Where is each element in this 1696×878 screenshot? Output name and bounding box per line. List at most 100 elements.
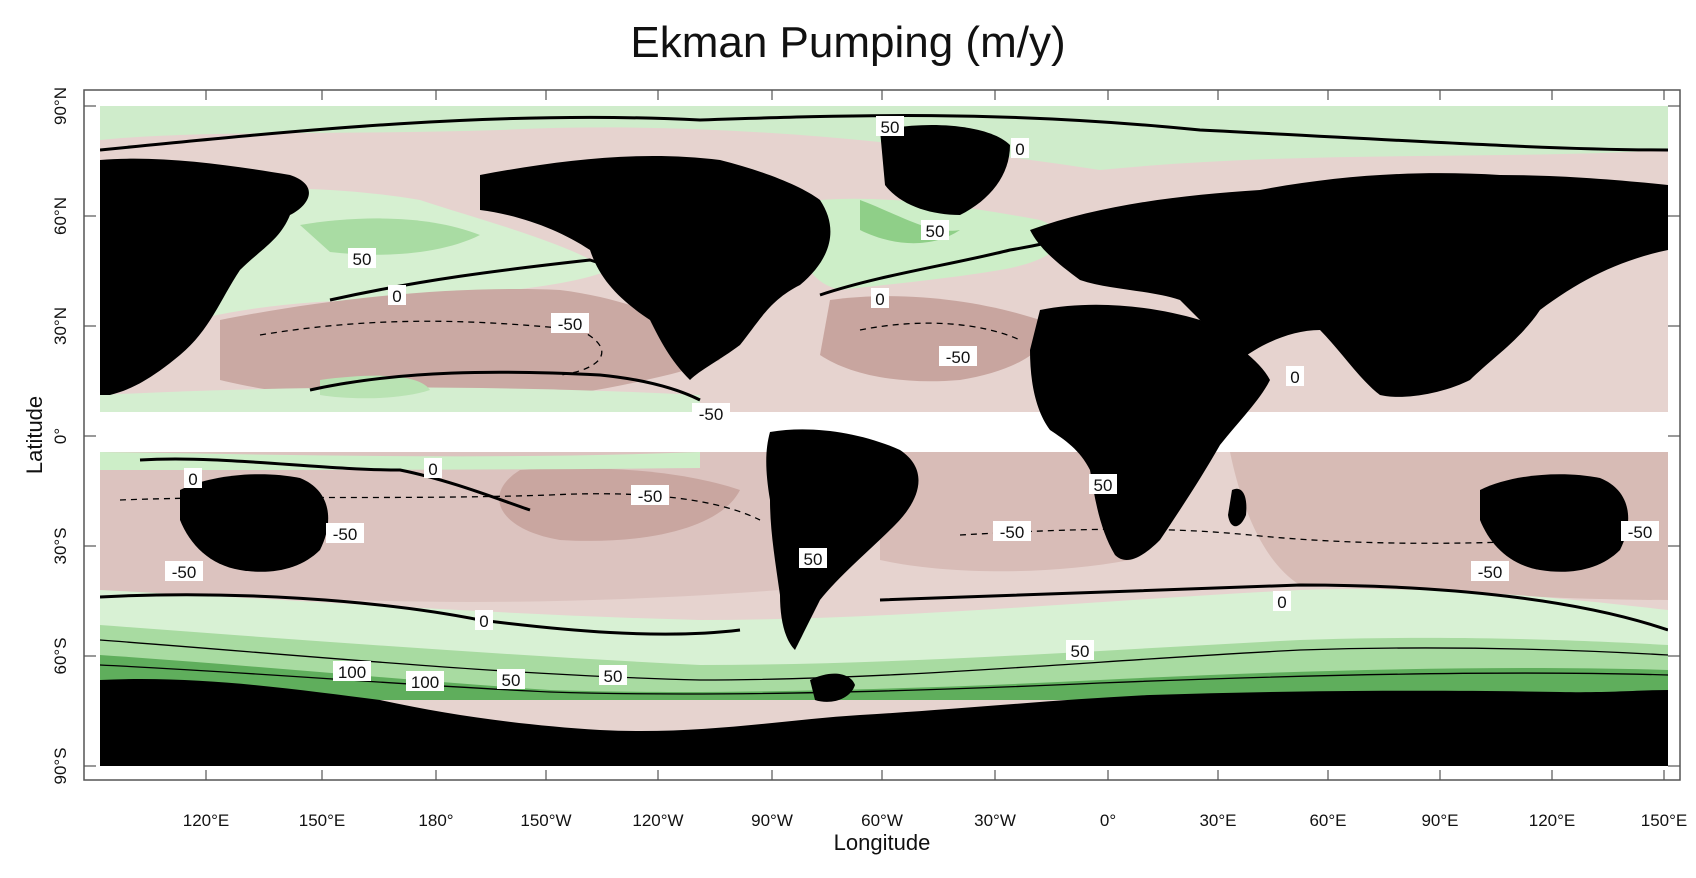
x-tick-label: 0° — [1100, 811, 1116, 830]
x-tick-label: 180° — [418, 811, 453, 830]
land-australia-east — [1480, 474, 1629, 572]
y-tick-label: 30°N — [51, 307, 70, 345]
contour-label: 50 — [1094, 476, 1113, 495]
x-tick-label: 90°W — [751, 811, 793, 830]
upwelling-tropical-west — [320, 375, 430, 399]
contour-label: 100 — [338, 663, 366, 682]
x-tick-label: 30°W — [974, 811, 1016, 830]
contour-label: -50 — [333, 525, 358, 544]
contour-label: 0 — [188, 470, 197, 489]
y-tick-label: 60°N — [51, 197, 70, 235]
land-asia-west — [100, 158, 309, 395]
contour-label: 50 — [502, 671, 521, 690]
y-tick-label: 90°N — [51, 87, 70, 125]
contour-label: -50 — [946, 348, 971, 367]
contour-label-bg — [921, 220, 949, 240]
contour-label: 0 — [392, 287, 401, 306]
contour-label-bg — [184, 468, 202, 488]
contour-neg50-north-pacific — [259, 320, 603, 376]
downwelling-south-pacific-core — [499, 468, 740, 541]
contour-label: -50 — [172, 563, 197, 582]
y-tick-label: 0° — [51, 428, 70, 444]
x-tick-label: 30°E — [1199, 811, 1236, 830]
upwelling-north-pacific-mid — [300, 218, 480, 255]
land-antarctica — [100, 679, 1668, 766]
land-africa — [1030, 304, 1270, 560]
contour-label-bg — [424, 458, 442, 478]
x-tick-label: 150°W — [520, 811, 571, 830]
contour-label-bg — [1089, 474, 1117, 494]
contour-label-bg — [939, 346, 977, 366]
contour-label-bg — [1066, 640, 1094, 660]
contour-label: 50 — [881, 118, 900, 137]
map-layers — [100, 106, 1668, 766]
land-antarctic-peninsula — [810, 673, 855, 702]
contour-label: 100 — [411, 673, 439, 692]
contour-label-bg — [993, 521, 1031, 541]
contour-label-bg — [497, 669, 525, 689]
contour-zero-south-tropical — [139, 457, 531, 512]
contour-label: -50 — [1478, 563, 1503, 582]
upwelling-south-tropical — [100, 452, 700, 470]
land — [100, 125, 1668, 766]
contour-label: 0 — [875, 290, 884, 309]
y-tick-marks — [84, 105, 1680, 767]
contour-label-bg — [1011, 138, 1029, 158]
downwelling-south-atlantic — [880, 452, 1130, 572]
contour-zero-tropical-pacific — [309, 370, 701, 402]
contour-label: 50 — [353, 250, 372, 269]
land-madagascar — [1228, 488, 1247, 527]
contour-label-bg — [692, 403, 730, 423]
upwelling-tropical-north — [100, 387, 700, 412]
page-title: Ekman Pumping (m/y) — [630, 18, 1066, 67]
contour-label-bg — [1471, 561, 1509, 581]
contour-label: -50 — [638, 487, 663, 506]
contour-50-southern-ocean — [100, 639, 1668, 681]
x-tick-label: 60°W — [861, 811, 903, 830]
x-tick-label: 120°E — [183, 811, 230, 830]
land-greenland — [880, 125, 1010, 215]
contour-label-bg — [631, 485, 669, 505]
x-tick-label: 60°E — [1309, 811, 1346, 830]
contour-label-bg — [348, 248, 376, 268]
contour-zero-north-atlantic — [819, 233, 1081, 297]
contour-neg50-south-pacific — [119, 493, 761, 521]
x-tick-label: 150°E — [1641, 811, 1688, 830]
contour-label-bg — [165, 561, 203, 581]
y-tick-label: 30°S — [51, 527, 70, 564]
x-tick-label: 150°E — [299, 811, 346, 830]
contour-label: 50 — [604, 667, 623, 686]
contour-label: -50 — [558, 315, 583, 334]
contour-label-layer: 50 0 50 50 0 0 -50 -50 0 -50 0 0 -50 -50 50 -50 -50 -50 50… — [165, 116, 1659, 692]
land-north-america — [480, 155, 831, 380]
contour-label: 50 — [926, 222, 945, 241]
x-tick-label: 90°E — [1421, 811, 1458, 830]
contour-zero-arctic — [100, 114, 1668, 152]
y-tick-label: 60°S — [51, 637, 70, 674]
contour-label-bg — [551, 313, 589, 333]
contour-label: 50 — [804, 550, 823, 569]
contour-label-bg — [1621, 521, 1659, 541]
x-axis-title: Longitude — [834, 830, 931, 855]
land-eurasia — [1030, 173, 1668, 397]
land-south-america — [766, 429, 919, 650]
contour-zero-south-pacific — [100, 593, 741, 636]
contour-label: -50 — [699, 405, 724, 424]
contour-label: 0 — [479, 612, 488, 631]
y-tick-label: 90°S — [51, 747, 70, 784]
x-tick-marks — [205, 90, 1665, 780]
contour-label-bg — [876, 116, 904, 136]
contour-label: 0 — [1277, 593, 1286, 612]
contour-label-bg — [1286, 366, 1304, 386]
contour-label-bg — [326, 523, 364, 543]
y-axis-title: Latitude — [22, 396, 47, 474]
x-tick-label: 120°E — [1529, 811, 1576, 830]
downwelling-north-atlantic — [820, 296, 1046, 382]
contour-label-bg — [799, 548, 827, 568]
contour-label-bg — [475, 610, 493, 630]
contour-label: 50 — [1071, 642, 1090, 661]
contour-neg50-north-atlantic — [859, 322, 1021, 341]
y-tick-labels: 90°N 60°N 30°N 0° 30°S 60°S 90°S — [51, 87, 70, 785]
contour-label-bg — [333, 661, 371, 681]
